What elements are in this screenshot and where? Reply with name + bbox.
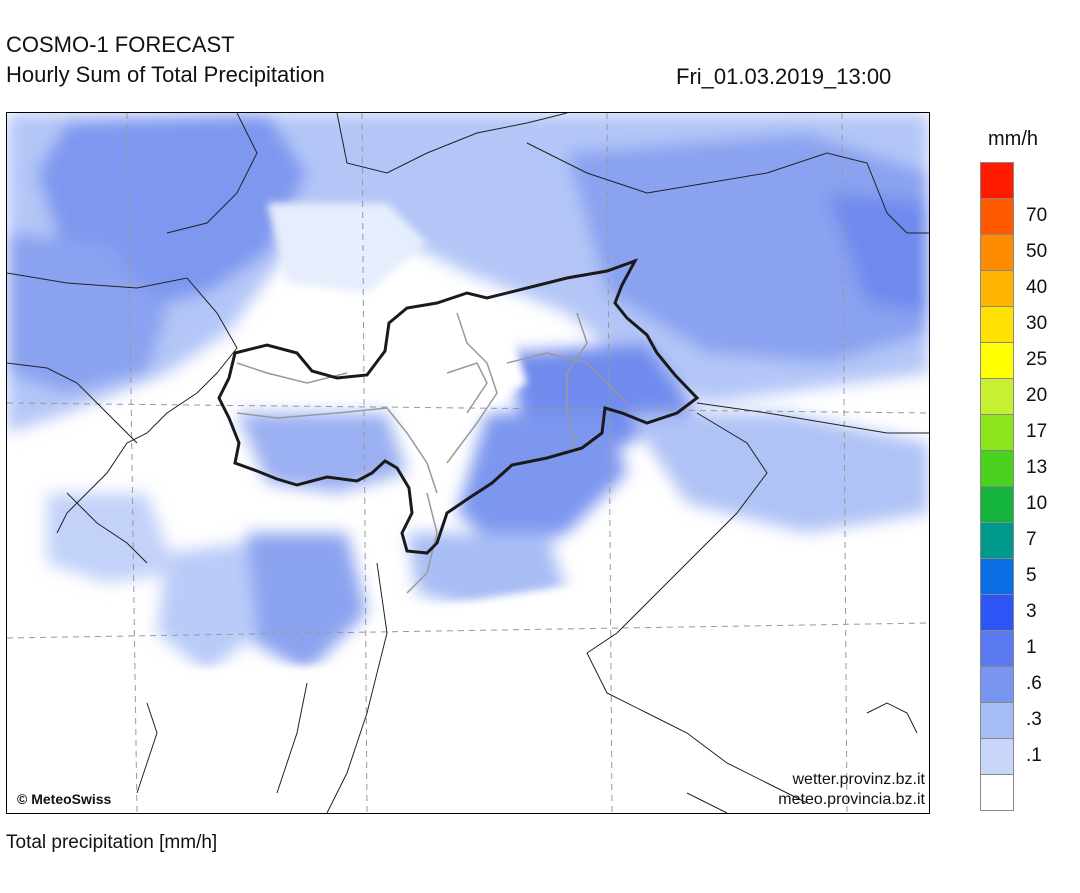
legend-unit: mm/h: [988, 128, 1038, 150]
legend-tick-label: 40: [1026, 277, 1048, 298]
legend-tick-label: .1: [1026, 745, 1042, 766]
legend-tick-label: 7: [1026, 529, 1037, 550]
legend-tick-label: 70: [1026, 205, 1048, 226]
legend-swatch: [980, 594, 1014, 630]
chart-subtitle: Hourly Sum of Total Precipitation: [6, 62, 325, 87]
legend-tick-label: 5: [1026, 565, 1037, 586]
dry-zones: [7, 203, 929, 813]
footer-caption: Total precipitation [mm/h]: [6, 832, 218, 853]
chart-title: COSMO-1 FORECAST: [6, 32, 235, 57]
legend-swatch: [980, 702, 1014, 738]
color-legend: [980, 162, 1014, 811]
valid-time: Fri_01.03.2019_13:00: [676, 64, 892, 89]
graticule: [7, 113, 929, 813]
legend-swatch: [980, 342, 1014, 378]
province-boundary: [217, 258, 700, 555]
legend-tick-label: 25: [1026, 349, 1048, 370]
legend-swatch: [980, 774, 1014, 811]
legend-tick-label: 3: [1026, 601, 1037, 622]
legend-tick-label: .3: [1026, 709, 1042, 730]
legend-swatch: [980, 666, 1014, 702]
legend-swatch: [980, 234, 1014, 270]
legend-swatch: [980, 738, 1014, 774]
credit-link-it[interactable]: meteo.provincia.bz.it: [778, 791, 925, 808]
legend-tick-label: 13: [1026, 457, 1048, 478]
legend-swatch: [980, 378, 1014, 414]
regional-borders: [236, 312, 628, 594]
legend-swatch: [980, 450, 1014, 486]
legend-tick-label: 50: [1026, 241, 1048, 262]
legend-tick-label: 30: [1026, 313, 1048, 334]
credit-link-de[interactable]: wetter.provinz.bz.it: [792, 771, 926, 788]
map-canvas: [7, 113, 929, 813]
legend-tick-label: 10: [1026, 493, 1048, 514]
legend-swatch: [980, 558, 1014, 594]
precipitation-map: © MeteoSwiss wetter.provinz.bz.it meteo.…: [6, 112, 930, 814]
copyright-label: © MeteoSwiss: [17, 791, 112, 807]
legend-swatch: [980, 414, 1014, 450]
legend-swatch: [980, 306, 1014, 342]
legend-tick-label: 20: [1026, 385, 1048, 406]
legend-tick-label: 17: [1026, 421, 1048, 442]
legend-swatch: [980, 522, 1014, 558]
legend-swatch: [980, 486, 1014, 522]
legend-tick-label: .6: [1026, 673, 1042, 694]
legend-swatch: [980, 630, 1014, 666]
legend-tick-label: 1: [1026, 637, 1037, 658]
legend-swatch: [980, 162, 1014, 198]
legend-swatch: [980, 198, 1014, 234]
borders: [7, 113, 929, 813]
legend-swatch: [980, 270, 1014, 306]
